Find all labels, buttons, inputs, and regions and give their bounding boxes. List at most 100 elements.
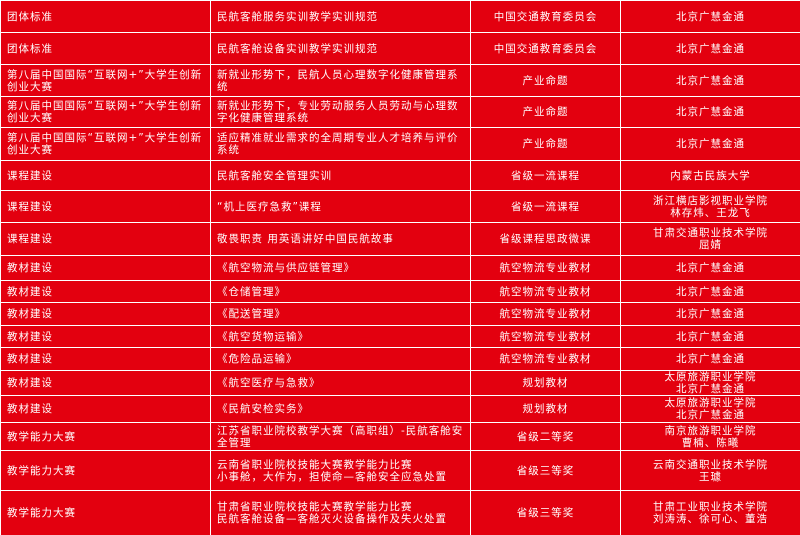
- table-row: 教学能力大赛 甘肃省职业院校技能大赛教学能力比赛 民航客舱设备—客舱灭火设备操作及失…: [0, 490, 800, 535]
- cell-line: 王璩: [699, 470, 722, 483]
- table-cell: 太原旅游职业学院 北京广慧金通: [620, 370, 800, 396]
- table-cell: 团体标准: [0, 32, 211, 65]
- cell-line: 浙江横店影视职业学院: [653, 194, 768, 207]
- table-cell: 省级课程思政微课: [470, 222, 621, 256]
- table-cell: 教学能力大赛: [0, 450, 211, 491]
- cell-line: 民航客舱设备—客舱灭火设备操作及失火处置: [217, 513, 447, 525]
- cell-line: 小事舱，大作为，担使命—客舱安全应急处置: [217, 470, 447, 483]
- table-cell: 课程建设: [0, 160, 211, 191]
- table-row: 第八届中国国际“互联网+”大学生创新创业大赛 新就业形势下，专业劳动服务人员劳动与…: [0, 96, 800, 128]
- table-row: 教材建设 《航空医疗与急救》 规划教材 太原旅游职业学院 北京广慧金通: [0, 370, 800, 396]
- table-cell: 民航客舱服务实训教学实训规范: [210, 0, 471, 33]
- table-cell: 第八届中国国际“互联网+”大学生创新创业大赛: [0, 64, 211, 97]
- table-cell: 新就业形势下，民航人员心理数字化健康管理系统: [210, 64, 471, 97]
- cell-line: 曹楠、陈曦: [681, 436, 740, 449]
- table-cell: 适应精准就业需求的全周期专业人才培养与评价系统: [210, 127, 471, 161]
- table-cell: 《航空货物运输》: [210, 325, 471, 348]
- table-cell: 规划教材: [470, 370, 621, 396]
- cell-line: 太原旅游职业学院: [664, 397, 757, 409]
- table-cell: 北京广慧金通: [620, 302, 800, 326]
- table-row: 团体标准 民航客舱设备实训教学实训规范 中国交通教育委员会 北京广慧金通: [0, 32, 800, 65]
- cell-line: 甘肃交通职业技术学院: [653, 227, 768, 239]
- table-row: 第八届中国国际“互联网+”大学生创新创业大赛 适应精准就业需求的全周期专业人才培养…: [0, 127, 800, 161]
- table-cell: 教材建设: [0, 302, 211, 326]
- table-cell: 产业命题: [470, 96, 621, 128]
- table-cell: 省级三等奖: [470, 490, 621, 535]
- table-cell: 航空物流专业教材: [470, 280, 621, 303]
- table-cell: 内蒙古民族大学: [620, 160, 800, 191]
- table-cell: 甘肃省职业院校技能大赛教学能力比赛 民航客舱设备—客舱灭火设备操作及失火处置: [210, 490, 471, 535]
- table-cell: 北京广慧金通: [620, 96, 800, 128]
- table-cell: 江苏省职业院校教学大赛（高职组）-民航客舱安全管理: [210, 422, 471, 451]
- table-cell: 中国交通教育委员会: [470, 32, 621, 65]
- table-cell: 教材建设: [0, 280, 211, 303]
- table-cell: 省级二等奖: [470, 422, 621, 451]
- table-cell: 团体标准: [0, 0, 211, 33]
- table-cell: 北京广慧金通: [620, 325, 800, 348]
- table-cell: 敬畏职责 用英语讲好中国民航故事: [210, 222, 471, 256]
- table-cell: 太原旅游职业学院 北京广慧金通: [620, 395, 800, 423]
- table-cell: 民航客舱安全管理实训: [210, 160, 471, 191]
- table-cell: 《仓储管理》: [210, 280, 471, 303]
- table-row: 教学能力大赛 江苏省职业院校教学大赛（高职组）-民航客舱安全管理 省级二等奖 南京旅游…: [0, 422, 800, 451]
- table-cell: 产业命题: [470, 127, 621, 161]
- table-cell: 南京旅游职业学院 曹楠、陈曦: [620, 422, 800, 451]
- table-cell: 教材建设: [0, 395, 211, 423]
- table-cell: 产业命题: [470, 64, 621, 97]
- table-row: 教材建设 《民航安检实务》 规划教材 太原旅游职业学院 北京广慧金通: [0, 395, 800, 423]
- table-cell: 教学能力大赛: [0, 422, 211, 451]
- cell-line: 甘肃工业职业技术学院: [653, 501, 768, 513]
- cell-line: 南京旅游职业学院: [664, 424, 757, 437]
- table-cell: 规划教材: [470, 395, 621, 423]
- table-row: 教材建设 《危险品运输》 航空物流专业教材 北京广慧金通: [0, 347, 800, 371]
- table-cell: 教材建设: [0, 325, 211, 348]
- table-cell: 第八届中国国际“互联网+”大学生创新创业大赛: [0, 96, 211, 128]
- cell-line: 太原旅游职业学院: [664, 371, 757, 384]
- table-cell: “机上医疗急救”课程: [210, 190, 471, 223]
- table-cell: 甘肃工业职业技术学院 刘涛涛、徐可心、董浩: [620, 490, 800, 535]
- table-cell: 北京广慧金通: [620, 0, 800, 33]
- table-row: 团体标准 民航客舱服务实训教学实训规范 中国交通教育委员会 北京广慧金通: [0, 0, 800, 33]
- table-row: 教材建设 《航空货物运输》 航空物流专业教材 北京广慧金通: [0, 325, 800, 348]
- table-cell: 课程建设: [0, 222, 211, 256]
- table-cell: 教材建设: [0, 370, 211, 396]
- table-cell: 教学能力大赛: [0, 490, 211, 535]
- cell-line: 甘肃省职业院校技能大赛教学能力比赛: [217, 501, 413, 513]
- table-cell: 航空物流专业教材: [470, 347, 621, 371]
- table-cell: 北京广慧金通: [620, 347, 800, 371]
- table-row: 课程建设 “机上医疗急救”课程 省级一流课程 浙江横店影视职业学院 林存炜、王龙飞: [0, 190, 800, 223]
- table-cell: 民航客舱设备实训教学实训规范: [210, 32, 471, 65]
- table-cell: 北京广慧金通: [620, 127, 800, 161]
- table-row: 课程建设 民航客舱安全管理实训 省级一流课程 内蒙古民族大学: [0, 160, 800, 191]
- table-cell: 教材建设: [0, 347, 211, 371]
- cell-line: 北京广慧金通: [676, 383, 745, 395]
- table-row: 第八届中国国际“互联网+”大学生创新创业大赛 新就业形势下，民航人员心理数字化健康…: [0, 64, 800, 97]
- table-cell: 《民航安检实务》: [210, 395, 471, 423]
- table-row: 教材建设 《配送管理》 航空物流专业教材 北京广慧金通: [0, 302, 800, 326]
- table-cell: 云南省职业院校技能大赛教学能力比赛 小事舱，大作为，担使命—客舱安全应急处置: [210, 450, 471, 491]
- table-cell: 中国交通教育委员会: [470, 0, 621, 33]
- table-row: 教学能力大赛 云南省职业院校技能大赛教学能力比赛 小事舱，大作为，担使命—客舱安全应…: [0, 450, 800, 491]
- table-cell: 云南交通职业技术学院 王璩: [620, 450, 800, 491]
- table-cell: 省级一流课程: [470, 190, 621, 223]
- table-cell: 北京广慧金通: [620, 280, 800, 303]
- table-cell: 《航空医疗与急救》: [210, 370, 471, 396]
- table-row: 教材建设 《航空物流与供应链管理》 航空物流专业教材 北京广慧金通: [0, 255, 800, 281]
- cell-line: 刘涛涛、徐可心、董浩: [653, 513, 768, 525]
- table-cell: 航空物流专业教材: [470, 255, 621, 281]
- table-cell: 《航空物流与供应链管理》: [210, 255, 471, 281]
- table-cell: 新就业形势下，专业劳动服务人员劳动与心理数字化健康管理系统: [210, 96, 471, 128]
- table-cell: 航空物流专业教材: [470, 302, 621, 326]
- table-cell: 浙江横店影视职业学院 林存炜、王龙飞: [620, 190, 800, 223]
- cell-line: 林存炜、王龙飞: [670, 206, 751, 219]
- table-cell: 课程建设: [0, 190, 211, 223]
- table-cell: 北京广慧金通: [620, 64, 800, 97]
- table-row: 课程建设 敬畏职责 用英语讲好中国民航故事 省级课程思政微课 甘肃交通职业技术学院 屈婧: [0, 222, 800, 256]
- cell-line: 云南省职业院校技能大赛教学能力比赛: [217, 458, 413, 471]
- table-cell: 航空物流专业教材: [470, 325, 621, 348]
- cell-line: 北京广慧金通: [676, 409, 745, 421]
- table-cell: 《危险品运输》: [210, 347, 471, 371]
